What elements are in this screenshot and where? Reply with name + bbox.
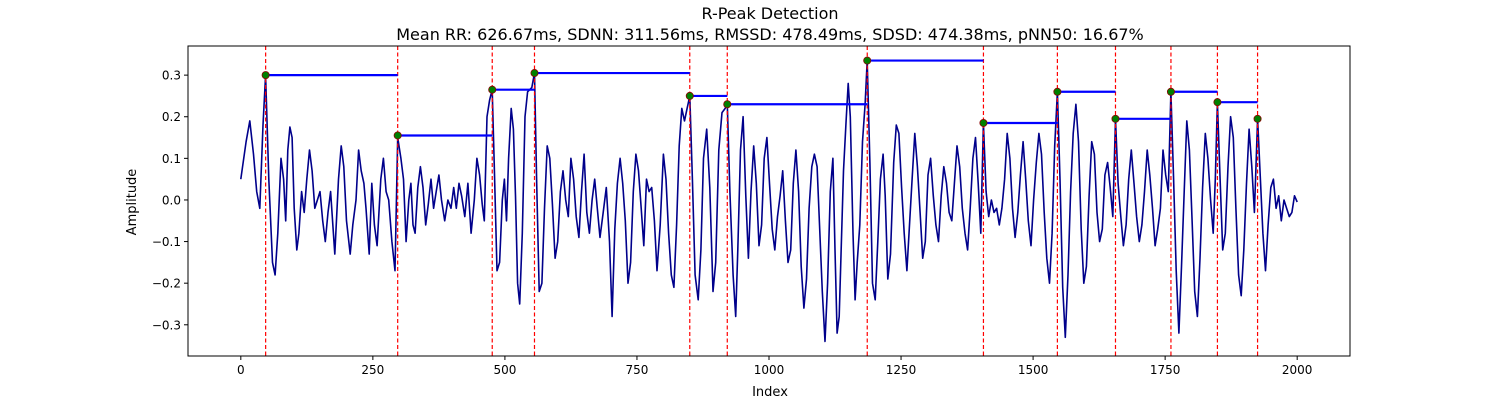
r-peak-marker — [1111, 114, 1120, 123]
y-tick-label: −0.3 — [152, 318, 181, 332]
ecg-signal-line — [240, 59, 1298, 343]
r-peak-marker — [393, 131, 402, 140]
x-tick-label: 0 — [237, 363, 245, 377]
r-peak-marker — [863, 56, 872, 65]
plot-area: 0 250 500 750 1000 1250 1500 1750 2000 −0.3 −0.2 −0… — [152, 45, 1351, 377]
r-peak-marker — [261, 71, 270, 80]
r-peak-marker — [979, 118, 988, 127]
y-tick-label: −0.1 — [152, 235, 181, 249]
r-peak-marker — [488, 85, 497, 94]
y-tick-label: 0.2 — [162, 110, 181, 124]
y-tick-label: 0.0 — [162, 193, 181, 207]
chart-title: R-Peak Detection — [701, 4, 838, 23]
r-peak-marker — [1213, 98, 1222, 107]
y-tick-label: 0.3 — [162, 69, 181, 83]
x-tick-label: 500 — [493, 363, 516, 377]
x-tick-label: 1000 — [754, 363, 785, 377]
x-axis-label: Index — [752, 385, 788, 400]
y-tick-label: −0.2 — [152, 277, 181, 291]
y-tick-label: 0.1 — [162, 152, 181, 166]
x-tick-label: 1750 — [1150, 363, 1181, 377]
r-peak-marker — [530, 69, 539, 78]
r-peak-marker — [1166, 87, 1175, 96]
x-tick-label: 2000 — [1282, 363, 1313, 377]
r-peak-marker — [723, 100, 732, 109]
chart-subtitle: Mean RR: 626.67ms, SDNN: 311.56ms, RMSSD… — [396, 25, 1144, 44]
x-tick-label: 1500 — [1018, 363, 1049, 377]
y-axis-label: Amplitude — [125, 169, 140, 236]
x-tick-label: 250 — [361, 363, 384, 377]
x-tick-label: 1250 — [886, 363, 917, 377]
r-peak-marker — [1053, 87, 1062, 96]
x-tick-label: 750 — [626, 363, 649, 377]
r-peak-marker — [1253, 114, 1262, 123]
r-peak-marker — [685, 91, 694, 100]
